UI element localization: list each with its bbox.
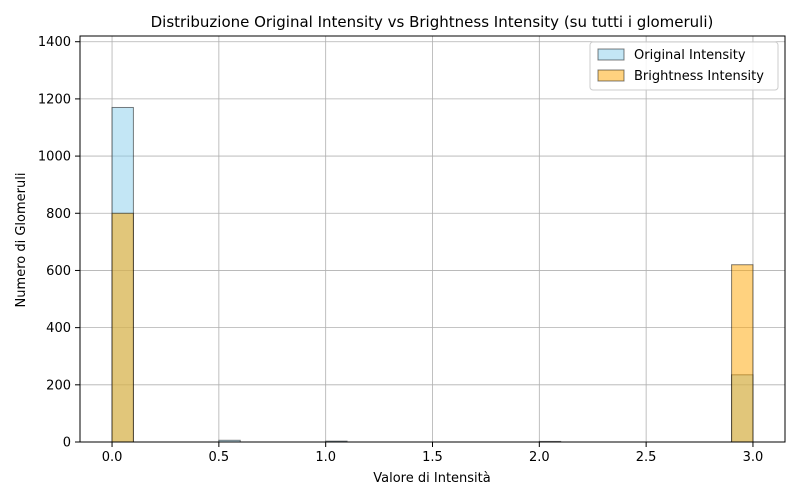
y-tick-label: 800 xyxy=(46,207,71,222)
chart-title: Distribuzione Original Intensity vs Brig… xyxy=(151,13,714,31)
y-tick-label: 200 xyxy=(46,378,71,393)
x-tick-label: 0.5 xyxy=(209,450,230,465)
x-axis-label: Valore di Intensità xyxy=(373,471,490,486)
x-tick-label: 2.5 xyxy=(636,450,657,465)
x-tick-label: 1.5 xyxy=(422,450,443,465)
legend-swatch xyxy=(597,48,625,61)
legend-label: Brightness Intensity xyxy=(634,69,764,84)
x-axis: 0.0 0.5 1.0 1.5 2.0 2.5 3.0 xyxy=(102,442,764,465)
legend: Original Intensity Brightness Intensity xyxy=(589,41,779,91)
x-tick-label: 1.0 xyxy=(315,450,336,465)
grid xyxy=(80,36,785,443)
histogram-bar-brightness xyxy=(111,212,134,443)
y-tick-label: 1200 xyxy=(38,92,71,107)
y-tick-label: 1000 xyxy=(38,150,71,165)
y-axis: 0 200 400 600 800 1000 1200 1400 xyxy=(38,35,80,451)
histogram-bar-brightness xyxy=(731,264,754,443)
legend-label: Original Intensity xyxy=(634,48,746,63)
x-tick-label: 0.0 xyxy=(102,450,123,465)
legend-swatch xyxy=(597,69,625,82)
y-axis-label: Numero di Glomeruli xyxy=(14,173,29,308)
y-tick-label: 400 xyxy=(46,321,71,336)
y-tick-label: 0 xyxy=(63,436,71,451)
legend-box xyxy=(589,41,779,91)
y-tick-label: 1400 xyxy=(38,35,71,50)
x-tick-label: 3.0 xyxy=(743,450,764,465)
y-tick-label: 600 xyxy=(46,264,71,279)
x-tick-label: 2.0 xyxy=(529,450,550,465)
